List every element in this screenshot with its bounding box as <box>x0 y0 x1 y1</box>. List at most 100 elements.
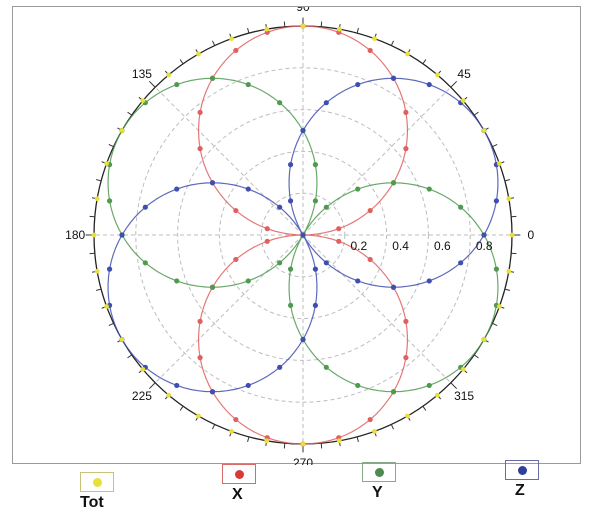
point-x <box>367 47 373 54</box>
point-x <box>367 416 373 423</box>
point-z <box>209 389 216 395</box>
point-z <box>323 260 329 266</box>
point-y <box>142 260 148 266</box>
point-x <box>336 238 342 244</box>
point-z <box>426 81 432 88</box>
point-y <box>323 204 329 210</box>
point-y <box>174 81 180 88</box>
point-z <box>277 204 283 210</box>
angle-tick <box>108 322 114 326</box>
point-x <box>264 238 270 244</box>
angle-tick <box>504 179 511 182</box>
grid-spoke <box>302 86 452 236</box>
point-z <box>174 186 180 192</box>
point-tot <box>460 366 466 372</box>
point-tot <box>264 26 270 32</box>
angle-tick <box>504 288 511 291</box>
point-x <box>336 226 342 232</box>
legend-label-tot: Tot <box>80 494 104 511</box>
point-x <box>197 146 203 152</box>
point-tot <box>506 268 512 274</box>
point-tot <box>405 51 410 57</box>
legend-dot-tot <box>93 478 102 487</box>
angle-tick <box>179 405 184 411</box>
point-x <box>233 207 239 214</box>
point-y <box>355 382 361 389</box>
point-z <box>300 127 306 134</box>
point-z <box>142 204 148 210</box>
legend-swatch-z <box>505 460 539 480</box>
point-x <box>197 355 203 361</box>
angle-label-180: 180 <box>65 228 85 242</box>
angle-tick <box>247 436 250 443</box>
point-z <box>323 100 329 106</box>
angle-label-135: 135 <box>132 67 152 81</box>
legend-dot-x <box>235 470 244 479</box>
angle-tick <box>492 322 498 326</box>
point-y <box>312 162 319 168</box>
point-y <box>426 382 432 389</box>
point-tot <box>300 441 306 447</box>
point-y <box>390 180 397 186</box>
point-tot <box>460 98 466 104</box>
point-tot <box>104 304 110 309</box>
point-tot <box>496 161 502 166</box>
legend-dot-z <box>518 466 527 475</box>
point-tot <box>481 337 487 342</box>
point-x <box>233 256 239 263</box>
point-tot <box>94 268 100 274</box>
point-z <box>426 278 432 284</box>
point-y <box>323 364 329 370</box>
point-x <box>403 109 409 115</box>
angle-tick <box>422 405 427 411</box>
legend-label-x: X <box>232 486 243 503</box>
point-z <box>390 75 397 81</box>
angle-tick <box>148 80 156 88</box>
angle-tick <box>95 179 102 182</box>
angle-label-225: 225 <box>132 389 152 403</box>
point-z <box>245 186 251 192</box>
point-y <box>355 186 361 192</box>
grid-circle <box>260 192 346 278</box>
point-x <box>367 256 373 263</box>
angle-label-90: 90 <box>296 7 310 14</box>
point-tot <box>405 413 410 419</box>
angle-tick <box>148 382 156 390</box>
point-z <box>493 198 500 204</box>
point-z <box>355 278 361 284</box>
point-tot <box>119 337 125 342</box>
angle-tick <box>247 27 250 34</box>
point-tot <box>434 392 440 398</box>
point-tot <box>506 196 512 202</box>
point-tot <box>140 366 146 372</box>
point-y <box>277 260 283 266</box>
point-z <box>209 180 216 186</box>
point-y <box>245 81 251 88</box>
series-points <box>91 23 515 447</box>
point-tot <box>336 438 342 444</box>
angle-tick <box>212 424 216 430</box>
grid-circle <box>177 109 429 361</box>
polar-plot: 0 45 90 135 180 225 270 315 0.2 0.4 0.6 0.8 <box>65 7 534 465</box>
point-z <box>300 336 306 343</box>
point-z <box>119 232 125 238</box>
point-tot <box>91 232 97 238</box>
point-y <box>312 198 319 204</box>
point-y <box>287 302 294 308</box>
legend-swatch-x <box>222 464 256 484</box>
radial-label-0.4: 0.4 <box>392 239 409 253</box>
point-tot <box>140 98 146 104</box>
point-y <box>426 186 432 192</box>
point-x <box>197 318 203 324</box>
angle-tick <box>473 354 479 359</box>
point-z <box>312 266 319 272</box>
point-y <box>174 278 180 284</box>
point-z <box>174 382 180 389</box>
point-y <box>458 204 464 210</box>
angle-tick <box>95 288 102 291</box>
grid-circle <box>135 67 471 403</box>
point-tot <box>264 438 270 444</box>
angle-tick <box>492 144 498 148</box>
point-tot <box>94 196 100 202</box>
point-tot <box>196 51 201 57</box>
